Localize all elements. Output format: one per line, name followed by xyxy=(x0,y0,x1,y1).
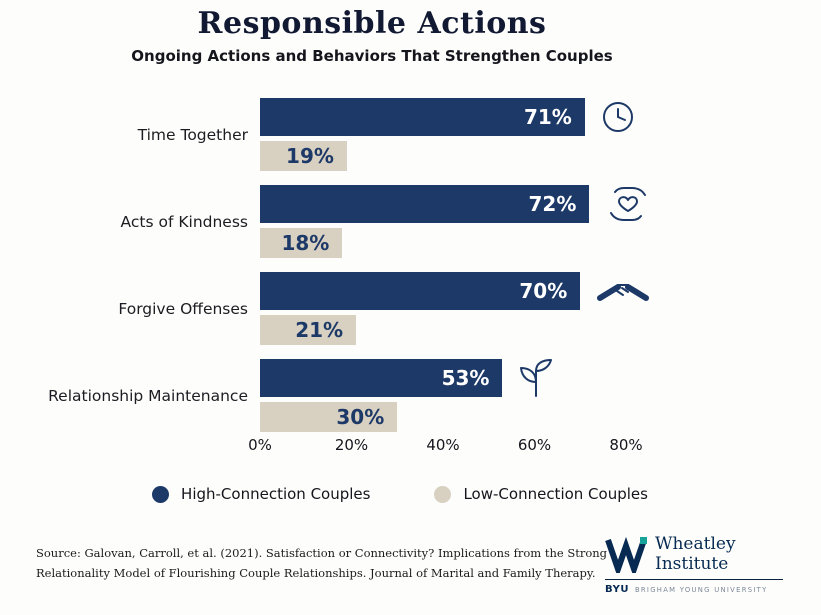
chart-row: Relationship Maintenance 53% 30% xyxy=(0,359,820,432)
bar-group: 70% 21% xyxy=(260,272,820,345)
value-label-high: 70% xyxy=(519,279,568,303)
logo-name-line1: Wheatley xyxy=(655,534,736,554)
value-label-low: 30% xyxy=(336,405,385,429)
bar-high-connection: 70% xyxy=(260,272,581,310)
x-axis: 0% 20% 40% 60% 80% xyxy=(248,436,643,456)
bar-group: 72% 18% xyxy=(260,185,820,258)
bar-low-connection: 21% xyxy=(260,315,357,345)
logo-top: Wheatley Institute xyxy=(605,534,783,578)
chart-legend: High-Connection Couples Low-Connection Co… xyxy=(0,485,800,503)
chart-row: Forgive Offenses 70% 21% xyxy=(0,272,820,345)
bar-high-connection: 53% xyxy=(260,359,503,397)
chart-title: Responsible Actions xyxy=(197,6,547,41)
clock-icon xyxy=(601,100,635,134)
handshake-icon xyxy=(596,276,650,306)
value-label-high: 72% xyxy=(528,192,577,216)
wheatley-institute-logo: Wheatley Institute BYU BRIGHAM YOUNG UNI… xyxy=(605,534,783,595)
bar-low-connection: 19% xyxy=(260,141,347,171)
value-label-high: 71% xyxy=(523,105,572,129)
sprout-icon xyxy=(518,358,554,398)
category-label: Forgive Offenses xyxy=(118,299,248,318)
legend-item: High-Connection Couples xyxy=(152,485,370,503)
byu-university-text: BRIGHAM YOUNG UNIVERSITY xyxy=(634,585,768,594)
legend-swatch-icon xyxy=(434,485,452,503)
bar-high-connection: 72% xyxy=(260,185,590,223)
logo-divider xyxy=(605,579,783,581)
bar-group: 71% 19% xyxy=(260,98,820,171)
category-label: Acts of Kindness xyxy=(120,212,248,231)
x-axis-tick: 40% xyxy=(426,436,460,454)
x-axis-tick: 20% xyxy=(334,436,369,454)
wheatley-w-mark-icon xyxy=(605,536,647,578)
value-label-high: 53% xyxy=(441,366,490,390)
source-citation: Source: Galovan, Carroll, et al. (2021).… xyxy=(36,543,607,583)
chart-header: Responsible Actions Ongoing Actions and … xyxy=(0,6,744,65)
x-axis-tick: 0% xyxy=(248,436,272,454)
bar-high-connection: 71% xyxy=(260,98,585,136)
chart-row: Time Together 71% 19% xyxy=(0,98,820,171)
bar-low-connection: 18% xyxy=(260,228,343,258)
logo-name: Wheatley Institute xyxy=(655,534,736,574)
legend-item: Low-Connection Couples xyxy=(434,485,648,503)
chart-subtitle: Ongoing Actions and Behaviors That Stren… xyxy=(131,47,613,65)
category-label: Relationship Maintenance xyxy=(48,386,248,405)
value-label-low: 19% xyxy=(286,144,334,168)
hands-giving-heart-icon xyxy=(605,182,651,226)
byu-mark: BYU xyxy=(605,584,629,596)
legend-label: Low-Connection Couples xyxy=(463,485,648,503)
chart-row: Acts of Kindness 72% 18% xyxy=(0,185,820,258)
source-line-1: Source: Galovan, Carroll, et al. (2021).… xyxy=(36,546,608,560)
value-label-low: 18% xyxy=(281,231,330,255)
value-label-low: 21% xyxy=(295,318,344,342)
x-axis-tick: 80% xyxy=(609,436,643,454)
x-axis-tick: 60% xyxy=(517,436,552,454)
legend-label: High-Connection Couples xyxy=(181,485,371,503)
logo-byu-row: BYU BRIGHAM YOUNG UNIVERSITY xyxy=(605,584,783,595)
footer: Source: Galovan, Carroll, et al. (2021).… xyxy=(0,534,821,615)
bar-chart: Time Together 71% 19% Acts of Kindness 72% 18… xyxy=(0,98,820,446)
legend-swatch-icon xyxy=(152,485,170,503)
source-line-2: Relationality Model of Flourishing Coupl… xyxy=(36,566,596,581)
bar-low-connection: 30% xyxy=(260,402,398,432)
bar-group: 53% 30% xyxy=(260,359,820,432)
category-label: Time Together xyxy=(137,125,248,144)
logo-name-line2: Institute xyxy=(655,553,729,574)
